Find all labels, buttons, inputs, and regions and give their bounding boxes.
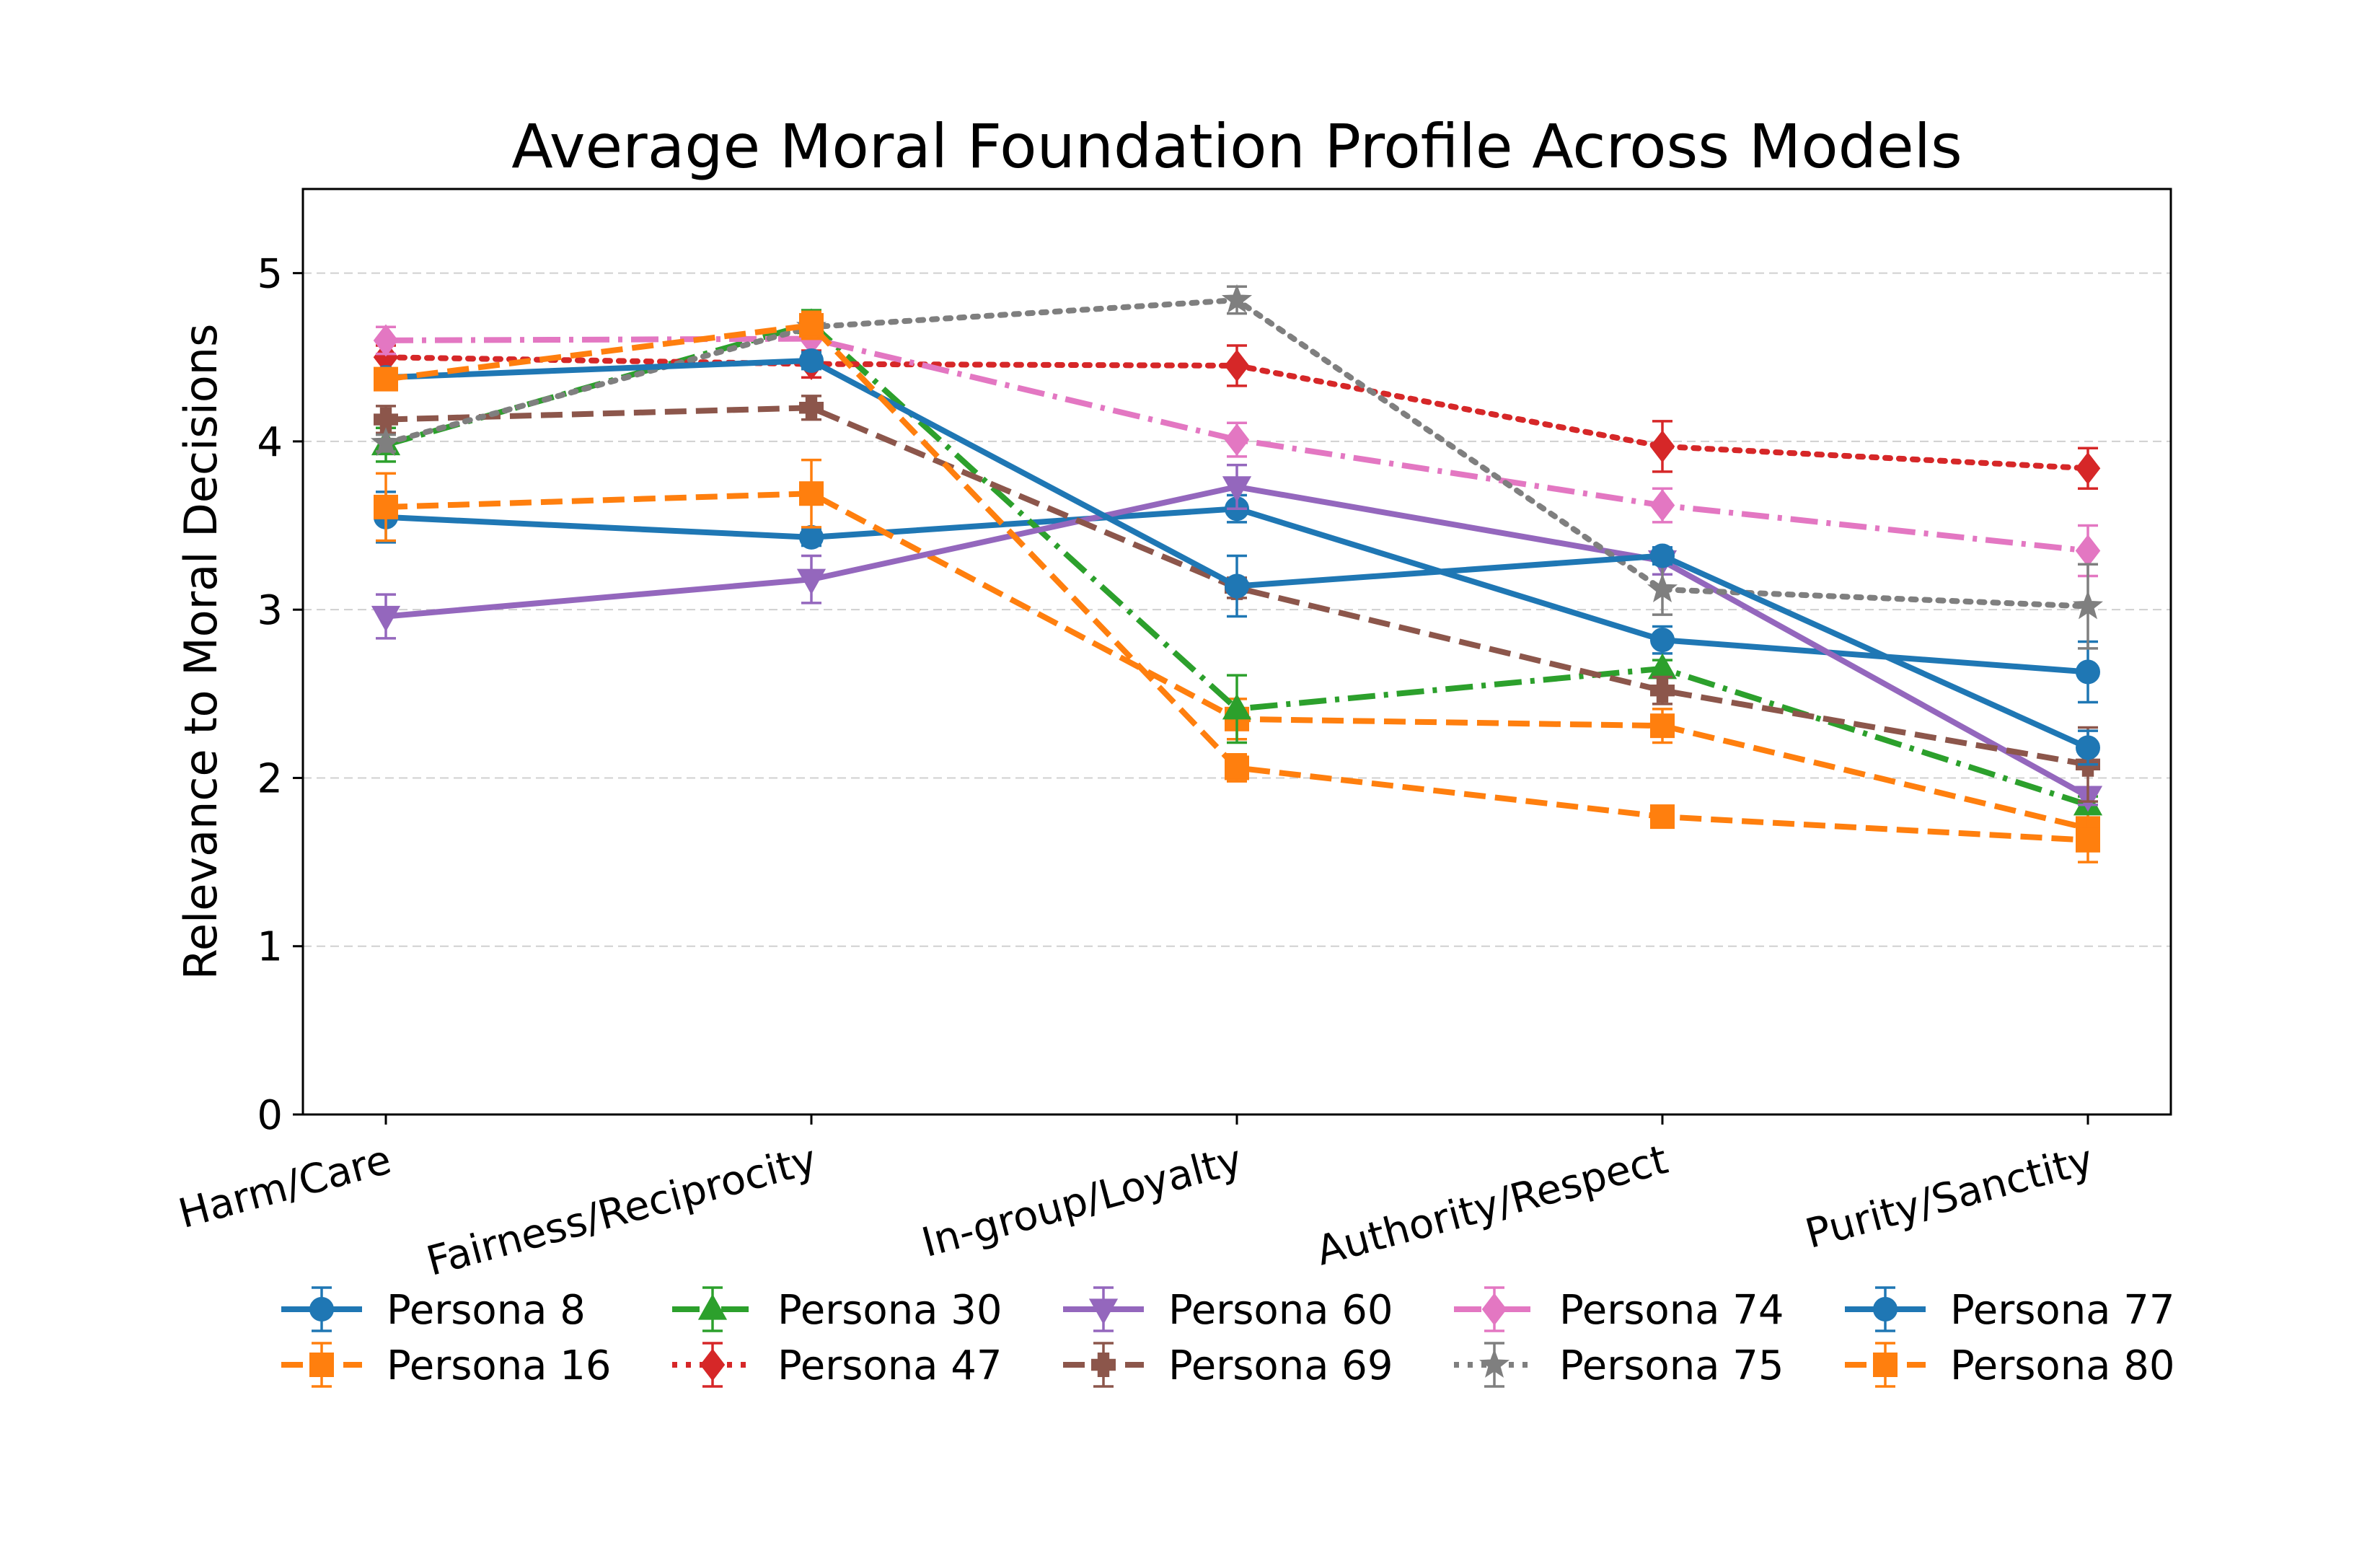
data-point [374, 407, 398, 432]
legend-item: Persona 75 [1454, 1342, 1784, 1389]
legend: Persona 8 Persona 16 Persona 30 Persona 47 P… [281, 1286, 2175, 1389]
data-point [2072, 590, 2104, 620]
data-point [1225, 573, 1249, 599]
legend-label: Persona 75 [1559, 1342, 1784, 1389]
data-point [1650, 628, 1675, 653]
chart-title: Average Moral Foundation Profile Across … [511, 111, 1962, 182]
data-point [1225, 755, 1249, 780]
data-point [796, 568, 827, 595]
y-tick-label: 4 [257, 419, 283, 466]
data-point [1650, 543, 1675, 568]
data-point [799, 348, 824, 373]
legend-label: Persona 8 [387, 1287, 586, 1334]
data-point [799, 395, 824, 421]
y-tick-label: 1 [257, 924, 283, 971]
data-point [1873, 1297, 1898, 1322]
legend-item: Persona 47 [672, 1342, 1002, 1389]
data-point [2076, 735, 2100, 760]
y-tick-label: 2 [257, 755, 283, 802]
legend-item: Persona 77 [1845, 1286, 2175, 1334]
series-persona-80 [374, 310, 2100, 863]
data-point [374, 366, 398, 392]
data-point [374, 494, 398, 519]
data-point [1650, 804, 1675, 830]
y-tick-label: 5 [257, 251, 283, 298]
legend-label: Persona 74 [1559, 1287, 1784, 1334]
data-point [371, 605, 401, 632]
y-tick-label: 3 [257, 587, 283, 634]
legend-label: Persona 69 [1168, 1342, 1393, 1389]
data-point [2076, 659, 2100, 685]
data-point [1649, 489, 1675, 522]
data-point [697, 1293, 728, 1320]
data-point [1647, 573, 1678, 603]
legend-item: Persona 16 [281, 1342, 612, 1389]
legend-label: Persona 77 [1950, 1287, 2175, 1334]
data-point [1650, 678, 1675, 703]
legend-label: Persona 16 [387, 1342, 612, 1389]
legend-label: Persona 80 [1950, 1342, 2175, 1389]
data-point [1650, 713, 1675, 739]
data-point [1222, 693, 1252, 720]
data-point [1478, 1348, 1510, 1378]
data-point [373, 324, 399, 357]
data-point [1222, 476, 1252, 503]
y-axis-label: Relevance to Moral Decisions [175, 324, 227, 980]
series-line [385, 335, 2089, 554]
data-point [1481, 1293, 1507, 1326]
data-point [309, 1353, 334, 1377]
data-point [1649, 430, 1675, 463]
data-point [799, 481, 824, 506]
legend-item: Persona 8 [281, 1286, 586, 1334]
data-point [799, 524, 824, 550]
data-point [1873, 1353, 1898, 1377]
legend-item: Persona 30 [672, 1286, 1002, 1334]
data-point [1224, 349, 1250, 382]
legend-label: Persona 60 [1168, 1287, 1393, 1334]
data-point [2075, 452, 2101, 485]
legend-label: Persona 47 [777, 1342, 1002, 1389]
legend-label: Persona 30 [777, 1287, 1002, 1334]
data-point [700, 1348, 726, 1381]
legend-item: Persona 60 [1063, 1286, 1393, 1334]
legend-item: Persona 69 [1063, 1342, 1393, 1389]
series-group [370, 283, 2104, 863]
data-point [1224, 423, 1250, 457]
data-point [1088, 1298, 1119, 1325]
y-tick-label: 0 [257, 1092, 283, 1139]
legend-item: Persona 74 [1454, 1286, 1784, 1334]
data-point [1221, 283, 1253, 313]
data-point [2076, 827, 2100, 853]
legend-item: Persona 80 [1845, 1342, 2175, 1389]
data-point [799, 312, 824, 338]
data-point [1091, 1353, 1116, 1377]
data-point [309, 1297, 334, 1322]
data-point [370, 427, 402, 457]
